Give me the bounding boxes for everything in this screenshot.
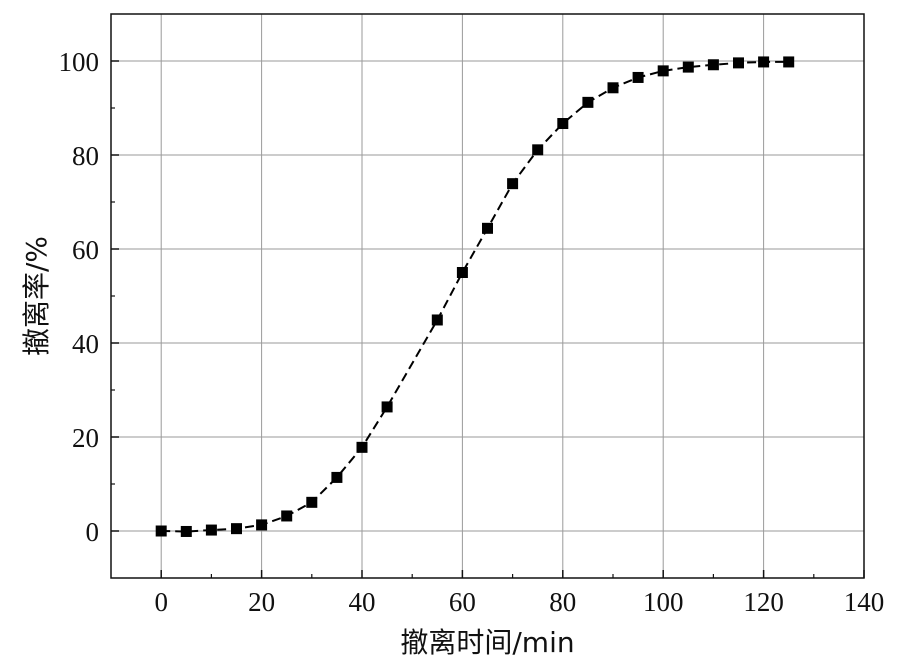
series-line (161, 60, 789, 533)
data-point-marker (482, 222, 493, 234)
x-tick-label: 100 (643, 587, 684, 617)
x-tick-label: 20 (248, 587, 275, 617)
data-point-marker (607, 82, 619, 94)
series-lines (161, 60, 789, 533)
data-point-marker (155, 525, 167, 537)
axis-ticks (111, 60, 865, 578)
x-tick-label: 120 (743, 587, 784, 617)
data-point-marker (532, 144, 544, 156)
y-tick-label: 20 (72, 423, 99, 453)
data-point-marker (783, 56, 795, 68)
data-point-marker (205, 524, 217, 536)
data-point-marker (707, 59, 719, 71)
x-axis-title: 撤离时间/min (400, 626, 574, 659)
x-tick-label: 60 (449, 587, 476, 617)
y-axis-title: 撤离率/% (20, 236, 53, 356)
data-point-marker (682, 61, 694, 73)
y-tick-label: 60 (72, 235, 99, 265)
data-point-marker (557, 118, 569, 130)
data-point-marker (582, 96, 594, 108)
y-tick-labels: 0 20 40 60 80 100 (59, 47, 100, 547)
data-point-marker (507, 178, 519, 190)
data-point-marker (281, 510, 293, 522)
data-point-marker (733, 57, 744, 69)
data-point-marker (431, 314, 443, 326)
x-tick-label: 0 (154, 587, 168, 617)
plot-frame (110, 13, 865, 579)
x-tick-label: 140 (844, 587, 885, 617)
x-tick-label: 80 (549, 587, 576, 617)
series-markers (155, 56, 795, 537)
data-point-marker (231, 523, 242, 535)
data-point-marker (256, 519, 268, 531)
grid (111, 14, 865, 578)
data-point-marker (356, 441, 368, 453)
data-point-marker (657, 65, 669, 77)
data-point-marker (632, 71, 644, 83)
data-point-marker (381, 401, 393, 413)
data-point-marker (180, 525, 192, 537)
data-point-marker (306, 496, 318, 508)
data-point-marker (456, 267, 468, 278)
y-tick-label: 0 (86, 517, 100, 547)
y-tick-label: 100 (59, 47, 100, 77)
y-tick-label: 80 (72, 141, 99, 171)
x-tick-label: 40 (349, 587, 376, 617)
x-tick-labels: 0 20 40 60 80 100 120 140 (154, 587, 884, 617)
y-tick-label: 40 (72, 329, 99, 359)
data-point-marker (758, 56, 770, 68)
data-point-marker (331, 471, 343, 483)
